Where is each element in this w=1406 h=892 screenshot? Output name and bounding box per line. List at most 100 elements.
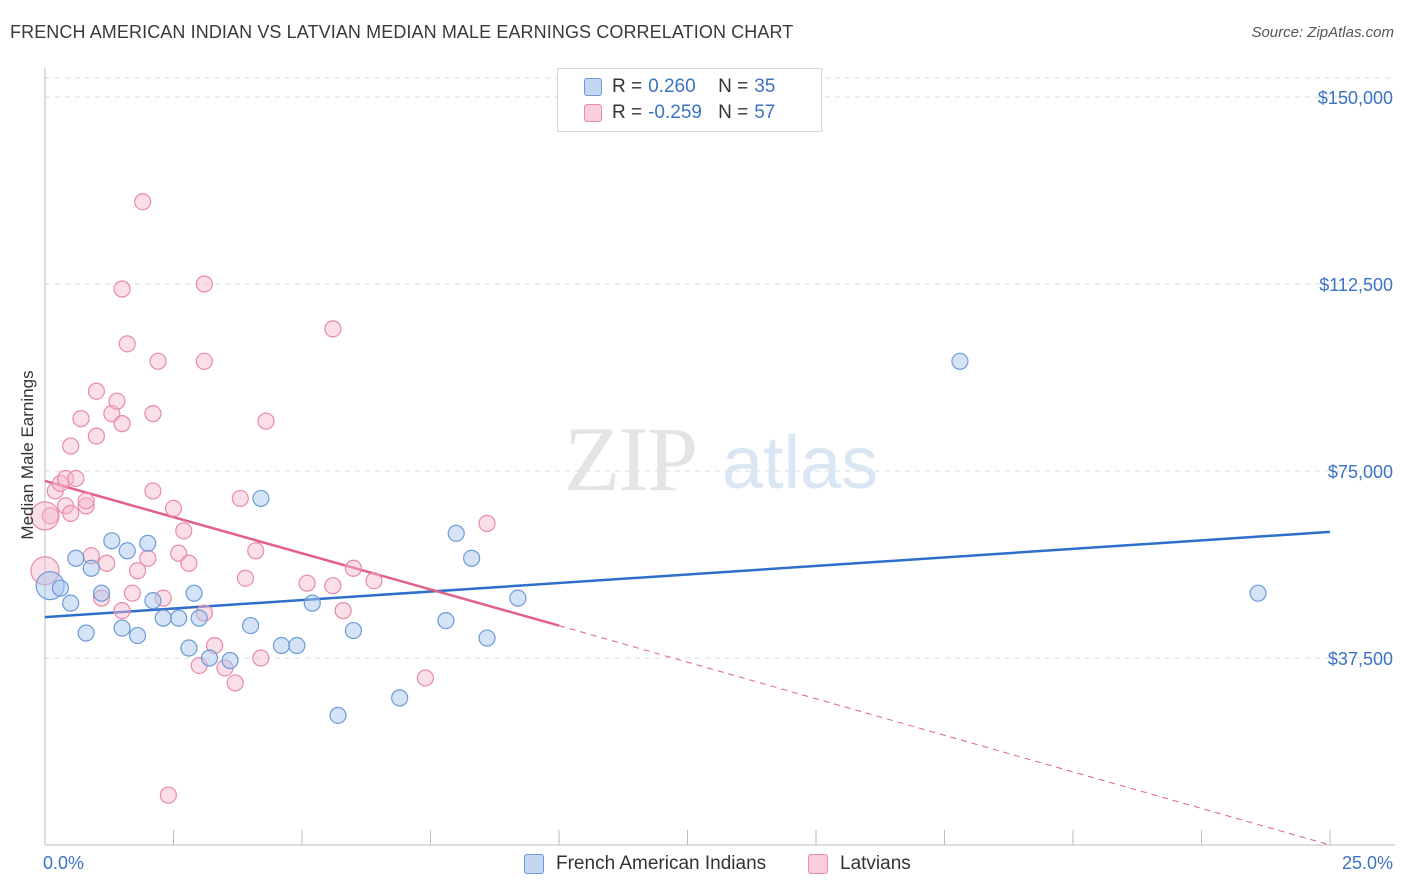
trend-line-latvians bbox=[44, 479, 560, 627]
data-point-french-american-indians bbox=[92, 584, 111, 602]
trend-lines bbox=[44, 479, 1331, 846]
data-point-latvians bbox=[67, 469, 85, 488]
data-point-latvians bbox=[113, 415, 131, 433]
data-point-french-american-indians bbox=[103, 532, 121, 550]
series-legend-label: Latvians bbox=[840, 853, 911, 874]
watermark: ZIP atlas bbox=[564, 408, 878, 510]
data-point-latvians bbox=[231, 489, 249, 508]
data-point-french-american-indians bbox=[478, 629, 496, 647]
data-point-latvians bbox=[72, 410, 90, 428]
data-point-french-american-indians bbox=[51, 579, 70, 597]
data-point-french-american-indians bbox=[437, 611, 455, 630]
series-legend: French American Indians Latvians bbox=[0, 851, 1406, 879]
data-point-latvians bbox=[324, 577, 342, 595]
legend-row-latvians: R = -0.259 N = 57 bbox=[584, 101, 775, 125]
y-tick-label: $37,500 bbox=[1328, 649, 1393, 669]
correlation-legend: R = 0.260 N = 35 R = -0.259 N = 57 bbox=[557, 68, 822, 132]
data-point-french-american-indians bbox=[463, 549, 481, 567]
x-tick-label: 25.0% bbox=[1342, 853, 1393, 873]
data-point-french-american-indians bbox=[139, 534, 157, 552]
trend-line-latvians-extrapolated bbox=[558, 625, 1331, 846]
x-tick-label: 0.0% bbox=[43, 853, 84, 873]
data-point-latvians bbox=[118, 335, 136, 353]
series-swatch-pink bbox=[808, 854, 828, 874]
data-point-french-american-indians bbox=[180, 639, 198, 657]
series-legend-label: French American Indians bbox=[556, 853, 767, 874]
data-point-french-american-indians bbox=[62, 594, 80, 612]
legend-n-value: 35 bbox=[754, 76, 776, 97]
legend-n-label: N = bbox=[718, 76, 749, 97]
legend-n-label: N = bbox=[718, 102, 749, 123]
data-point-latvians bbox=[175, 522, 193, 540]
data-point-latvians bbox=[113, 602, 131, 620]
data-point-french-american-indians bbox=[118, 542, 136, 560]
data-point-french-american-indians bbox=[190, 609, 208, 627]
data-point-latvians bbox=[134, 193, 152, 211]
legend-swatch-blue bbox=[584, 78, 602, 96]
axes bbox=[44, 68, 1395, 846]
data-point-french-american-indians bbox=[128, 626, 147, 645]
data-point-french-american-indians bbox=[77, 624, 95, 642]
data-point-french-american-indians bbox=[391, 689, 409, 707]
tick-labels: $37,500 $75,000 $112,500 $150,000 0.0% 25.0% bbox=[43, 88, 1393, 873]
y-tick-label: $150,000 bbox=[1318, 88, 1393, 108]
data-point-latvians bbox=[77, 492, 95, 510]
data-point-latvians bbox=[30, 501, 60, 531]
data-point-latvians bbox=[236, 569, 255, 587]
data-point-latvians bbox=[128, 562, 147, 580]
legend-row-french-american-indians: R = 0.260 N = 35 bbox=[584, 75, 775, 99]
data-point-latvians bbox=[51, 474, 70, 493]
data-point-french-american-indians bbox=[170, 609, 188, 627]
data-point-latvians bbox=[478, 514, 496, 532]
data-point-latvians bbox=[87, 427, 106, 445]
data-point-latvians bbox=[149, 352, 167, 370]
series-legend-item-latvians: Latvians bbox=[808, 853, 911, 875]
data-point-french-american-indians bbox=[951, 352, 969, 370]
data-point-latvians bbox=[226, 674, 244, 692]
trend-line-french-american-indians bbox=[44, 530, 1331, 619]
data-point-latvians bbox=[324, 320, 342, 338]
chart-title: FRENCH AMERICAN INDIAN VS LATVIAN MEDIAN… bbox=[10, 22, 794, 42]
data-point-french-american-indians bbox=[509, 589, 527, 607]
data-point-latvians bbox=[62, 437, 80, 455]
data-point-french-american-indians bbox=[185, 584, 203, 602]
data-point-latvians bbox=[108, 392, 126, 410]
data-point-latvians bbox=[77, 497, 95, 515]
data-point-french-american-indians bbox=[154, 609, 172, 627]
data-point-french-american-indians bbox=[82, 559, 100, 577]
data-point-latvians bbox=[98, 554, 116, 572]
data-point-latvians bbox=[416, 669, 434, 687]
data-point-latvians bbox=[180, 554, 198, 572]
data-point-latvians bbox=[164, 499, 183, 517]
data-point-latvians bbox=[123, 584, 141, 602]
legend-n-value: 57 bbox=[754, 102, 776, 123]
data-point-latvians bbox=[139, 549, 157, 567]
data-point-french-american-indians bbox=[288, 636, 306, 655]
data-point-latvians bbox=[170, 544, 188, 562]
series-legend-item-french-american-indians: French American Indians bbox=[524, 853, 766, 875]
french-american-indians-points bbox=[35, 352, 1267, 724]
data-point-french-american-indians bbox=[200, 649, 219, 667]
data-point-french-american-indians bbox=[329, 706, 347, 724]
series-swatch-blue bbox=[524, 854, 544, 874]
legend-r-value: 0.260 bbox=[648, 76, 696, 97]
y-tick-label: $112,500 bbox=[1319, 275, 1393, 295]
legend-r-label: R = bbox=[612, 102, 643, 123]
data-point-latvians bbox=[365, 572, 383, 590]
data-point-french-american-indians bbox=[221, 651, 239, 670]
data-point-latvians bbox=[298, 574, 316, 592]
legend-r-label: R = bbox=[612, 76, 643, 97]
y-tick-label: $75,000 bbox=[1328, 462, 1393, 482]
data-point-latvians bbox=[195, 275, 213, 293]
data-point-latvians bbox=[247, 542, 265, 560]
data-point-french-american-indians bbox=[252, 489, 270, 508]
source-label: Source: ZipAtlas.com bbox=[1251, 24, 1394, 41]
data-point-french-american-indians bbox=[447, 524, 465, 542]
data-point-french-american-indians bbox=[113, 619, 131, 637]
data-point-french-american-indians bbox=[144, 592, 162, 610]
data-point-latvians bbox=[144, 405, 162, 423]
data-point-latvians bbox=[195, 352, 213, 370]
legend-r-value: -0.259 bbox=[648, 102, 702, 123]
data-point-latvians bbox=[344, 559, 362, 577]
